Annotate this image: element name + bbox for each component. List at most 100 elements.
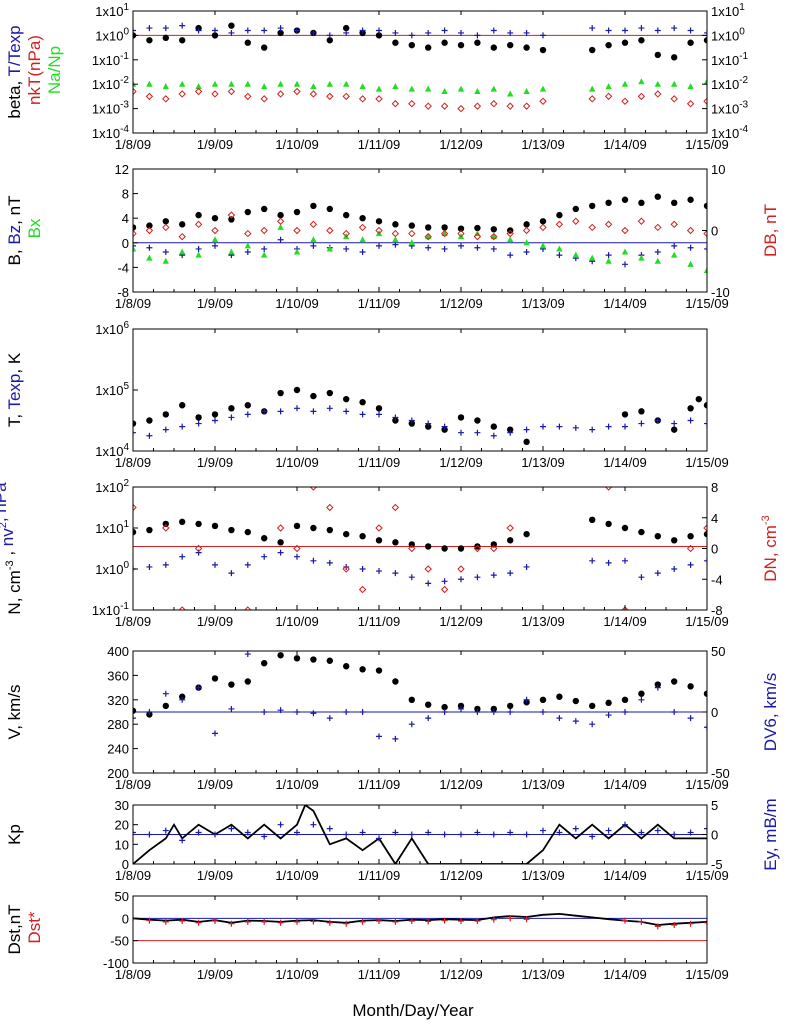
point-green [326, 245, 333, 252]
point-green [687, 83, 694, 90]
point-blue [474, 574, 481, 581]
point-blue [425, 29, 432, 36]
point-blue [638, 25, 645, 32]
point-blue [523, 831, 530, 838]
point-red [490, 232, 498, 241]
point-blue [212, 417, 218, 424]
point-blue [162, 426, 169, 433]
left-tick-label: 8 [122, 187, 129, 202]
point-red [145, 226, 154, 235]
point-blue [277, 707, 284, 714]
point-blue [425, 244, 432, 251]
point-black [490, 541, 497, 548]
point-green [507, 90, 514, 97]
point-red [244, 606, 252, 610]
x-tick-label: 1/15/09 [685, 967, 728, 982]
point-blue [490, 27, 497, 34]
point-blue [244, 651, 251, 658]
left-tick-label: 1x104 [95, 442, 129, 459]
point-blue [638, 420, 645, 427]
point-blue [244, 561, 251, 568]
point-blue [195, 684, 202, 691]
point-red [424, 102, 432, 110]
point-black [654, 51, 661, 59]
point-blue [294, 405, 300, 412]
tick-exponent: 0 [123, 26, 129, 37]
point-blue [425, 580, 432, 587]
left-tick-label: 1x10-1 [92, 51, 130, 68]
right-tick-label: -10 [711, 285, 730, 300]
tick-exponent: 0 [123, 560, 129, 571]
axis-label-part: Bz [5, 225, 24, 245]
point-blue [556, 715, 563, 722]
point-black [572, 205, 579, 213]
series-group [133, 193, 707, 273]
right-tick-label: 50 [711, 644, 725, 659]
point-black [408, 541, 415, 548]
point-red [194, 220, 203, 229]
point-red [621, 606, 629, 610]
point-red [654, 223, 662, 232]
point-green [228, 248, 235, 255]
point-blue [441, 27, 448, 34]
y-axis-label-left-3: Na/Np [45, 46, 64, 94]
point-red [392, 918, 399, 925]
point-green [523, 88, 530, 95]
point-blue [261, 553, 268, 560]
x-tick-label: 1/8/09 [115, 455, 151, 470]
tick-exponent: -2 [739, 75, 748, 86]
point-blue [638, 696, 645, 703]
point-black [375, 218, 383, 225]
series-group [133, 487, 707, 610]
point-blue [244, 27, 251, 34]
left-tick-label: 1x101 [95, 519, 129, 536]
point-red [309, 220, 318, 229]
left-tick-label: 0 [122, 236, 129, 251]
point-blue [212, 831, 218, 838]
point-black [179, 37, 186, 44]
tick-exponent: 1 [123, 2, 129, 13]
point-blue [490, 245, 497, 252]
point-blue [425, 715, 432, 722]
point-red [654, 90, 662, 98]
x-tick-label: 1/14/09 [603, 777, 646, 792]
point-black [507, 702, 514, 710]
point-blue [261, 408, 268, 415]
point-black [375, 667, 383, 674]
point-blue [261, 833, 268, 840]
point-green [195, 83, 202, 90]
point-red [358, 585, 367, 594]
x-tick-label: 1/14/09 [603, 868, 646, 883]
left-tick-label: -100 [103, 956, 129, 971]
point-blue [605, 27, 612, 34]
point-blue [179, 696, 186, 703]
point-red [408, 100, 416, 108]
point-blue [294, 553, 300, 560]
point-blue [704, 825, 707, 832]
right-tick-label: -4 [711, 572, 723, 587]
point-black [490, 705, 497, 713]
point-green [408, 239, 415, 246]
x-tick-label: 1/12/09 [439, 777, 482, 792]
point-blue [408, 831, 415, 838]
x-tick-label: 1/13/09 [521, 967, 564, 982]
point-black [605, 520, 612, 528]
point-black [211, 32, 219, 39]
point-red [375, 524, 383, 532]
point-red [474, 918, 481, 925]
point-blue [376, 242, 382, 249]
point-blue [277, 549, 284, 556]
point-black [375, 537, 383, 544]
point-black [179, 221, 186, 228]
point-blue [326, 715, 333, 722]
point-blue [212, 561, 218, 568]
point-blue [540, 827, 546, 834]
point-blue [195, 420, 202, 427]
right-tick-label: -5 [711, 857, 723, 872]
point-blue [572, 825, 579, 832]
point-red [522, 226, 531, 235]
point-black [392, 539, 399, 546]
axis-label-part: Dst,nT [5, 904, 24, 954]
point-blue [704, 29, 707, 36]
